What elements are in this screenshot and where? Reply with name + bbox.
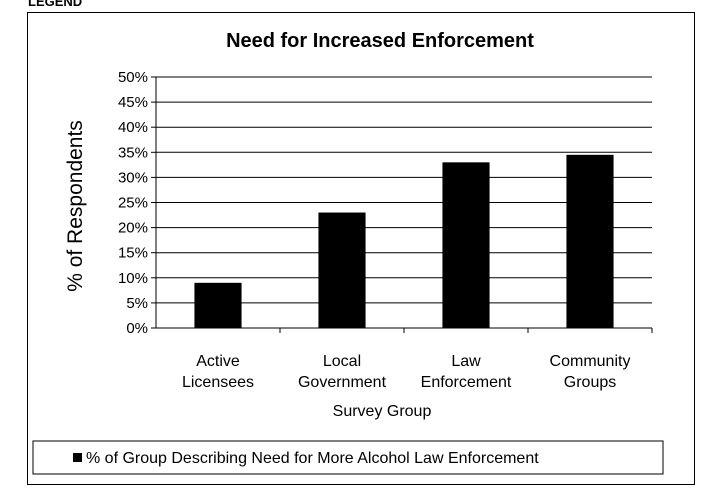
bar [442, 162, 490, 328]
y-tick-label: 5% [126, 295, 148, 312]
y-tick-label: 20% [118, 220, 148, 237]
y-tick-label: 35% [118, 144, 148, 161]
y-tick-label: 25% [118, 195, 148, 212]
bar [318, 212, 366, 328]
legend: % of Group Describing Need for More Alco… [32, 440, 664, 475]
chart-title: Need for Increased Enforcement [226, 30, 534, 52]
y-tick-label: 50% [118, 69, 148, 86]
x-category-label: Local [323, 353, 361, 370]
x-category-label: Licensees [182, 374, 254, 391]
x-category-label: Law [451, 353, 481, 370]
x-category-label: Active [196, 353, 240, 370]
x-category-label: Groups [564, 374, 616, 391]
x-axis-label: Survey Group [333, 403, 432, 420]
y-axis-label: % of Respondents [64, 120, 87, 292]
x-category-label: Government [298, 374, 387, 391]
bar [566, 154, 614, 328]
y-tick-label: 45% [118, 94, 148, 111]
bars [194, 154, 614, 328]
chart-frame [27, 12, 695, 485]
y-tick-label: 15% [118, 245, 148, 262]
y-tick-labels: 0% 5% 10% 15% 20% 25% 30% 35% 40% 45% 50% [118, 69, 148, 337]
legend-box [32, 440, 664, 475]
y-tick-label: 40% [118, 119, 148, 136]
y-tick-label: 30% [118, 169, 148, 186]
bar [194, 282, 242, 328]
x-category-labels: Active Licensees Local Government Law Enforce… [182, 353, 630, 391]
axes [151, 76, 653, 333]
legend-swatch [73, 453, 82, 462]
x-category-label: Community [550, 353, 631, 370]
legend-label: % of Group Describing Need for More Alco… [86, 450, 539, 467]
y-tick-label: 0% [126, 320, 148, 337]
x-category-label: Enforcement [421, 374, 512, 391]
y-tick-label: 10% [118, 270, 148, 287]
page-fragment-text: LEGEND [28, 0, 83, 9]
